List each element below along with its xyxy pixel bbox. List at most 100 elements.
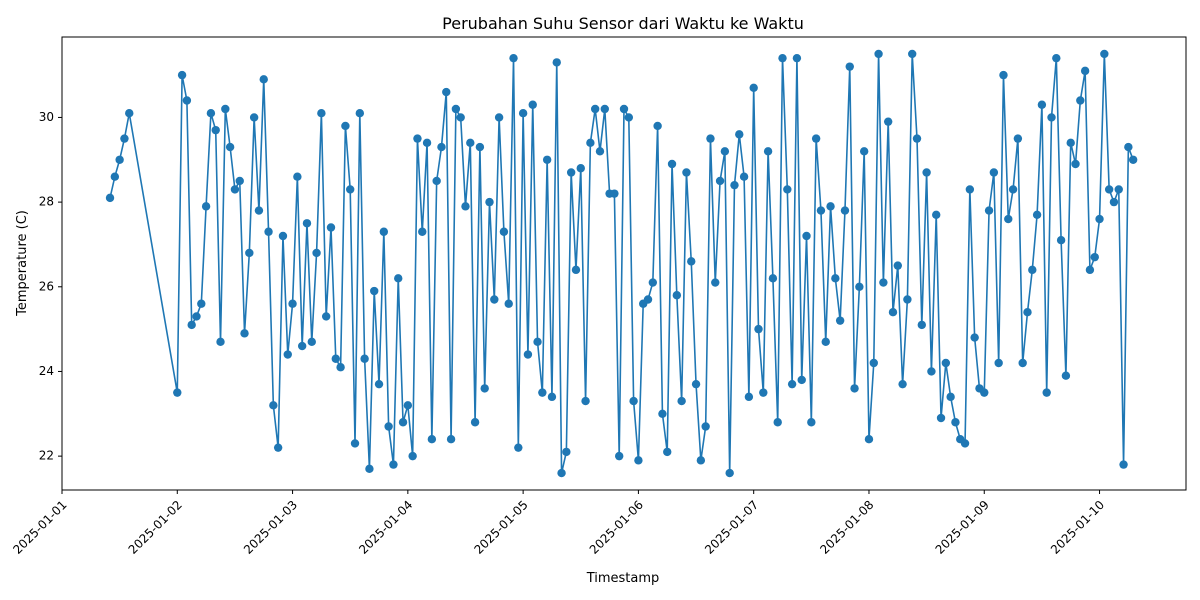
- data-point: [715, 176, 725, 186]
- data-point: [883, 117, 893, 126]
- data-point: [350, 439, 360, 448]
- data-point: [850, 384, 859, 393]
- data-point: [470, 418, 480, 427]
- data-point: [1023, 307, 1032, 317]
- data-point: [432, 176, 441, 186]
- data-point: [600, 104, 609, 114]
- data-point: [514, 443, 523, 452]
- data-point: [965, 185, 975, 194]
- data-point: [855, 282, 864, 291]
- data-point: [494, 113, 504, 122]
- data-point: [379, 227, 389, 236]
- data-point: [105, 193, 115, 203]
- data-point: [120, 134, 129, 143]
- data-point: [403, 401, 413, 410]
- data-point: [173, 388, 182, 397]
- data-point: [586, 138, 595, 148]
- data-point: [912, 134, 922, 143]
- data-point: [307, 337, 316, 347]
- data-point: [499, 227, 509, 236]
- data-point: [1061, 371, 1071, 380]
- data-point: [682, 168, 691, 177]
- data-point: [619, 104, 629, 114]
- data-point: [206, 109, 216, 118]
- data-point: [528, 100, 537, 109]
- data-point: [590, 104, 600, 114]
- data-point: [341, 121, 350, 131]
- data-point: [1004, 214, 1013, 224]
- data-point: [254, 206, 264, 215]
- data-point: [730, 180, 739, 190]
- data-point: [960, 439, 970, 448]
- data-point: [787, 379, 797, 389]
- data-point: [245, 248, 254, 258]
- data-point: [283, 350, 292, 359]
- data-point: [197, 299, 206, 308]
- data-point: [571, 265, 581, 275]
- chart-title: Perubahan Suhu Sensor dari Waktu ke Wakt…: [442, 14, 804, 33]
- data-point: [994, 358, 1003, 368]
- data-point: [984, 206, 994, 215]
- data-point: [192, 312, 201, 321]
- data-point: [1013, 134, 1023, 143]
- data-point: [456, 113, 465, 122]
- data-point: [951, 418, 960, 427]
- data-point: [370, 286, 379, 296]
- data-point: [773, 418, 782, 427]
- data-point: [922, 168, 931, 177]
- data-point: [1095, 214, 1104, 224]
- plot-frame: [61, 36, 1187, 491]
- data-point: [269, 401, 278, 410]
- data-point: [610, 189, 619, 198]
- data-point: [840, 206, 850, 215]
- data-point: [643, 295, 653, 304]
- data-point: [331, 354, 340, 363]
- data-point: [413, 134, 422, 143]
- data-point: [807, 418, 816, 427]
- x-axis-label: Timestamp: [586, 571, 660, 586]
- data-point: [706, 134, 715, 143]
- data-point: [1008, 185, 1018, 194]
- data-point: [763, 147, 773, 156]
- data-point: [802, 231, 811, 241]
- data-point: [1066, 138, 1075, 148]
- y-tick-label: 28: [39, 195, 54, 209]
- data-point: [941, 358, 951, 368]
- data-point: [735, 130, 744, 139]
- data-point: [1114, 185, 1123, 194]
- data-point: [634, 456, 643, 465]
- data-point: [595, 147, 605, 156]
- data-point: [744, 392, 754, 402]
- data-point: [831, 274, 840, 283]
- data-point: [1119, 460, 1128, 469]
- data-point: [249, 113, 259, 122]
- data-point: [667, 159, 677, 169]
- data-point: [504, 299, 513, 308]
- data-point: [778, 53, 787, 63]
- data-point: [749, 83, 758, 93]
- data-point: [451, 104, 461, 114]
- data-point: [725, 468, 734, 478]
- data-point: [615, 451, 624, 461]
- data-point: [701, 422, 710, 431]
- data-point: [562, 447, 571, 457]
- data-point: [999, 70, 1008, 80]
- data-point: [903, 295, 912, 304]
- data-point: [980, 388, 989, 397]
- data-point: [835, 316, 845, 325]
- data-point: [677, 396, 686, 406]
- data-point: [898, 379, 907, 389]
- data-point: [663, 447, 672, 457]
- data-point: [542, 155, 552, 164]
- data-point: [336, 363, 345, 372]
- y-axis: 22 24 26 28 30: [39, 110, 62, 463]
- data-point: [1124, 142, 1133, 152]
- data-point: [879, 278, 888, 287]
- data-point: [845, 62, 854, 71]
- data-point: [1056, 236, 1066, 245]
- data-point: [408, 451, 417, 461]
- data-point: [687, 257, 696, 266]
- y-axis-label: Temperature (C): [15, 210, 30, 317]
- data-point: [1052, 53, 1061, 63]
- data-point: [365, 464, 374, 474]
